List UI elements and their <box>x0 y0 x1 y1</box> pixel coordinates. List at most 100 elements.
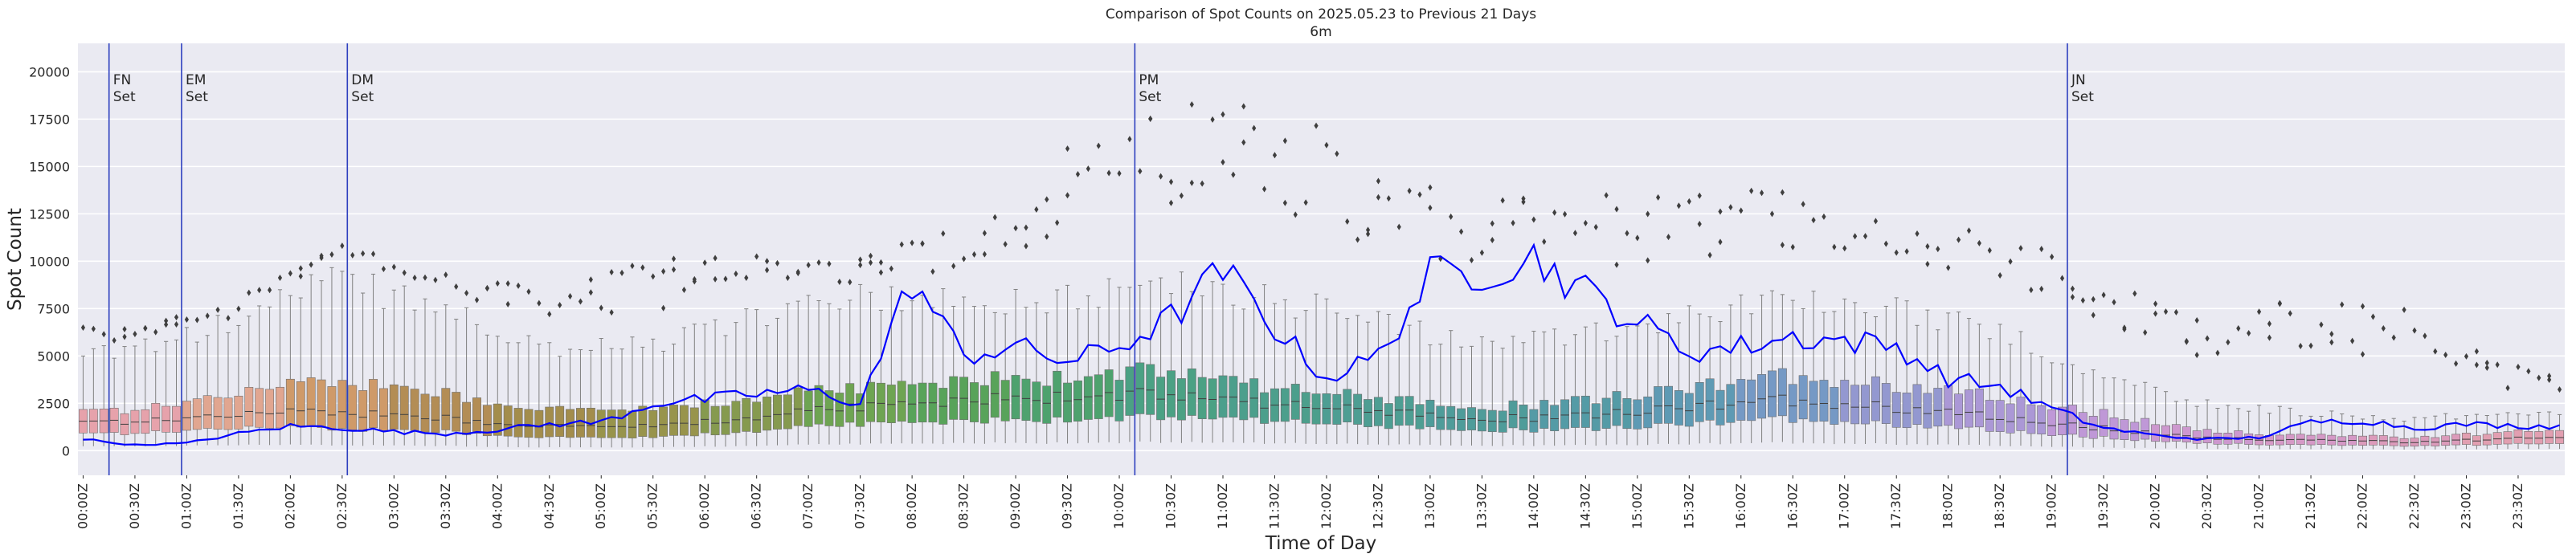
outlier-point <box>1221 111 1225 118</box>
x-tick-label: 04:30Z <box>542 483 557 529</box>
outlier-point <box>2277 300 2282 308</box>
box <box>979 385 989 424</box>
outlier-point <box>982 230 987 237</box>
box <box>202 395 212 429</box>
box <box>1643 396 1653 429</box>
box <box>255 388 264 428</box>
outlier-point <box>236 305 241 312</box>
outlier-point <box>795 270 800 277</box>
outlier-point <box>1946 264 1951 271</box>
box <box>1768 370 1777 417</box>
box <box>1705 378 1715 421</box>
outlier-point <box>1045 233 1049 240</box>
outlier-point <box>2537 374 2541 381</box>
outlier-point <box>1355 236 1360 243</box>
box <box>1104 369 1114 417</box>
outlier-point <box>2402 306 2406 313</box>
outlier-point <box>454 283 459 290</box>
box <box>1570 396 1580 428</box>
outlier-point <box>2194 317 2199 324</box>
x-tick-label: 13:00Z <box>1422 483 1437 529</box>
box <box>327 386 337 431</box>
outlier-point <box>588 289 593 296</box>
outlier-point <box>2050 253 2055 260</box>
box <box>1042 385 1052 424</box>
box <box>1777 368 1787 417</box>
outlier-point <box>1687 198 1691 205</box>
box <box>1208 378 1217 420</box>
box <box>462 401 472 435</box>
box <box>182 401 191 431</box>
outlier-point <box>309 261 313 268</box>
outlier-point <box>1739 207 1744 214</box>
x-tick-label: 10:00Z <box>1111 483 1126 529</box>
outlier-point <box>1997 271 2002 279</box>
outlier-point <box>619 269 624 276</box>
outlier-point <box>464 290 469 297</box>
outlier-point <box>2495 361 2500 369</box>
box <box>1529 409 1539 433</box>
box <box>742 398 751 432</box>
box <box>1032 381 1041 422</box>
outlier-point <box>1542 238 1547 245</box>
box <box>1176 378 1186 421</box>
outlier-point <box>2236 325 2241 332</box>
outlier-point <box>858 262 863 269</box>
box <box>1094 374 1103 419</box>
x-tick-label: 18:30Z <box>1992 483 2007 529</box>
outlier-point <box>1500 197 1505 204</box>
outlier-point <box>941 230 946 237</box>
box <box>1364 399 1372 427</box>
outlier-point <box>681 287 687 294</box>
outlier-point <box>1045 196 1049 203</box>
outlier-point <box>370 250 376 258</box>
box <box>213 397 223 430</box>
box <box>1550 405 1560 431</box>
outlier-point <box>547 311 552 318</box>
outlier-point <box>298 273 303 280</box>
outlier-point <box>2091 295 2096 303</box>
x-tick-label: 14:00Z <box>1526 483 1541 529</box>
outlier-points <box>80 101 2562 393</box>
outlier-point <box>1614 206 1619 213</box>
box <box>348 385 358 430</box>
box <box>793 387 803 426</box>
box <box>2192 430 2202 444</box>
outlier-point <box>412 275 417 282</box>
box <box>2513 430 2523 444</box>
box <box>555 405 565 438</box>
box <box>1902 393 1912 429</box>
outlier-point <box>1987 246 1992 254</box>
box <box>617 409 627 438</box>
x-tick-label: 12:30Z <box>1370 483 1385 529</box>
box <box>2492 432 2502 445</box>
box <box>2244 433 2254 445</box>
outlier-point <box>899 241 904 248</box>
outlier-point <box>951 263 956 270</box>
outlier-point <box>1676 202 1682 210</box>
box <box>337 380 347 429</box>
x-axis-label: Time of Day <box>1265 533 1377 554</box>
x-tick-label: 09:30Z <box>1060 483 1075 529</box>
outlier-point <box>2370 313 2376 320</box>
box <box>2431 437 2440 446</box>
outlier-point <box>671 266 677 273</box>
outlier-point <box>1646 257 1650 264</box>
box <box>2006 403 2015 434</box>
x-tick-label: 21:30Z <box>2303 483 2318 529</box>
outlier-point <box>2101 291 2106 299</box>
box <box>1871 376 1880 422</box>
x-tick-label: 00:00Z <box>75 483 90 529</box>
y-tick-labels: 0 2500 5000 7500 10000 12500 15000 17500 20000 <box>29 64 70 458</box>
outlier-point <box>1252 124 1257 132</box>
outlier-point <box>1241 139 1246 146</box>
outlier-point <box>692 275 697 283</box>
box <box>306 377 316 427</box>
box <box>835 393 844 427</box>
box <box>1674 390 1683 426</box>
outlier-point <box>164 317 169 324</box>
box <box>399 385 409 430</box>
box <box>689 407 699 437</box>
outlier-point <box>1221 159 1225 166</box>
outlier-point <box>2008 258 2013 265</box>
